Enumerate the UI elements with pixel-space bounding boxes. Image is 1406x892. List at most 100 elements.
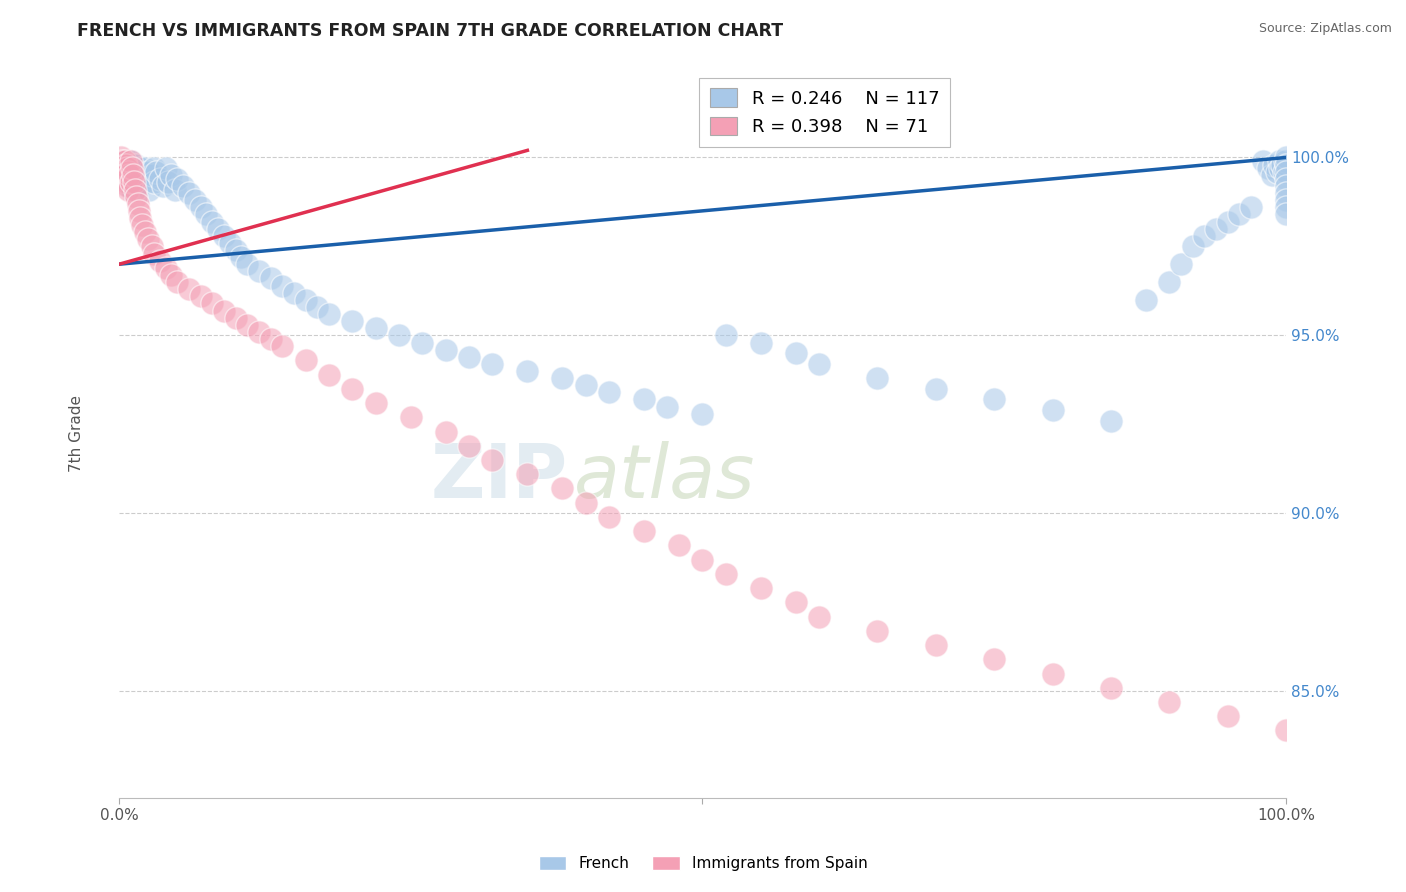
Point (138, 182, 160, 196)
Point (714, 566, 737, 581)
Point (231, 250, 253, 264)
Point (190, 200, 212, 214)
Point (127, 165, 149, 179)
Point (1159, 275, 1181, 289)
Point (1205, 221, 1227, 235)
Point (132, 171, 155, 186)
Point (925, 638, 948, 652)
Point (122, 165, 145, 179)
Point (259, 332, 281, 346)
Point (1135, 293, 1157, 307)
Point (163, 182, 186, 196)
Point (598, 385, 620, 400)
Point (399, 410, 422, 425)
Point (1251, 154, 1274, 169)
Point (177, 282, 200, 296)
Point (207, 221, 229, 235)
Point (388, 328, 411, 343)
Point (110, 161, 132, 176)
Text: atlas: atlas (574, 441, 755, 513)
Point (866, 624, 889, 638)
Point (111, 154, 134, 169)
Point (633, 392, 655, 407)
Point (111, 154, 134, 169)
Point (318, 368, 340, 382)
Point (1263, 158, 1285, 172)
Point (1240, 200, 1263, 214)
Point (1099, 681, 1122, 695)
Point (633, 524, 655, 538)
Point (145, 165, 167, 179)
Point (121, 161, 143, 176)
Point (115, 161, 138, 176)
Point (481, 357, 503, 371)
Text: FRENCH VS IMMIGRANTS FROM SPAIN 7TH GRADE CORRELATION CHART: FRENCH VS IMMIGRANTS FROM SPAIN 7TH GRAD… (77, 22, 783, 40)
Point (125, 158, 148, 172)
Point (160, 268, 183, 282)
Point (124, 182, 146, 196)
Point (1275, 171, 1298, 186)
Point (114, 161, 136, 176)
Point (177, 186, 200, 200)
Point (134, 225, 156, 239)
Point (114, 175, 136, 189)
Point (166, 171, 188, 186)
Point (155, 161, 177, 176)
Point (458, 439, 481, 453)
Point (1042, 403, 1064, 417)
Point (166, 275, 188, 289)
Point (141, 169, 163, 183)
Point (1194, 228, 1216, 243)
Point (692, 552, 714, 566)
Point (271, 339, 294, 353)
Point (1275, 723, 1298, 738)
Point (236, 318, 259, 332)
Point (120, 165, 142, 179)
Point (1216, 214, 1239, 228)
Point (112, 169, 135, 183)
Point (117, 175, 139, 189)
Point (115, 171, 138, 186)
Point (785, 595, 807, 609)
Point (785, 346, 807, 360)
Point (124, 169, 146, 183)
Point (121, 182, 143, 196)
Point (598, 510, 620, 524)
Point (129, 161, 152, 176)
Point (120, 175, 142, 189)
Point (114, 169, 136, 183)
Point (749, 581, 772, 595)
Point (134, 161, 156, 176)
Point (481, 453, 503, 467)
Point (1275, 193, 1298, 207)
Point (120, 175, 142, 189)
Point (218, 235, 240, 250)
Point (575, 378, 598, 392)
Point (156, 175, 179, 189)
Point (129, 178, 152, 193)
Point (225, 310, 247, 325)
Point (236, 257, 259, 271)
Point (1275, 207, 1298, 221)
Point (551, 482, 574, 496)
Point (201, 296, 224, 310)
Point (115, 169, 138, 183)
Point (714, 328, 737, 343)
Point (115, 178, 138, 193)
Point (136, 165, 159, 179)
Point (1274, 154, 1296, 169)
Point (307, 300, 329, 314)
Point (117, 165, 139, 179)
Legend: French, Immigrants from Spain: French, Immigrants from Spain (533, 850, 873, 877)
Point (1275, 151, 1298, 165)
Point (136, 232, 159, 246)
Point (120, 154, 142, 169)
Point (575, 496, 598, 510)
Point (1159, 695, 1181, 709)
Point (142, 175, 165, 189)
Point (160, 169, 183, 183)
Point (128, 203, 150, 218)
Point (127, 196, 149, 211)
Point (149, 171, 172, 186)
Point (411, 335, 433, 350)
